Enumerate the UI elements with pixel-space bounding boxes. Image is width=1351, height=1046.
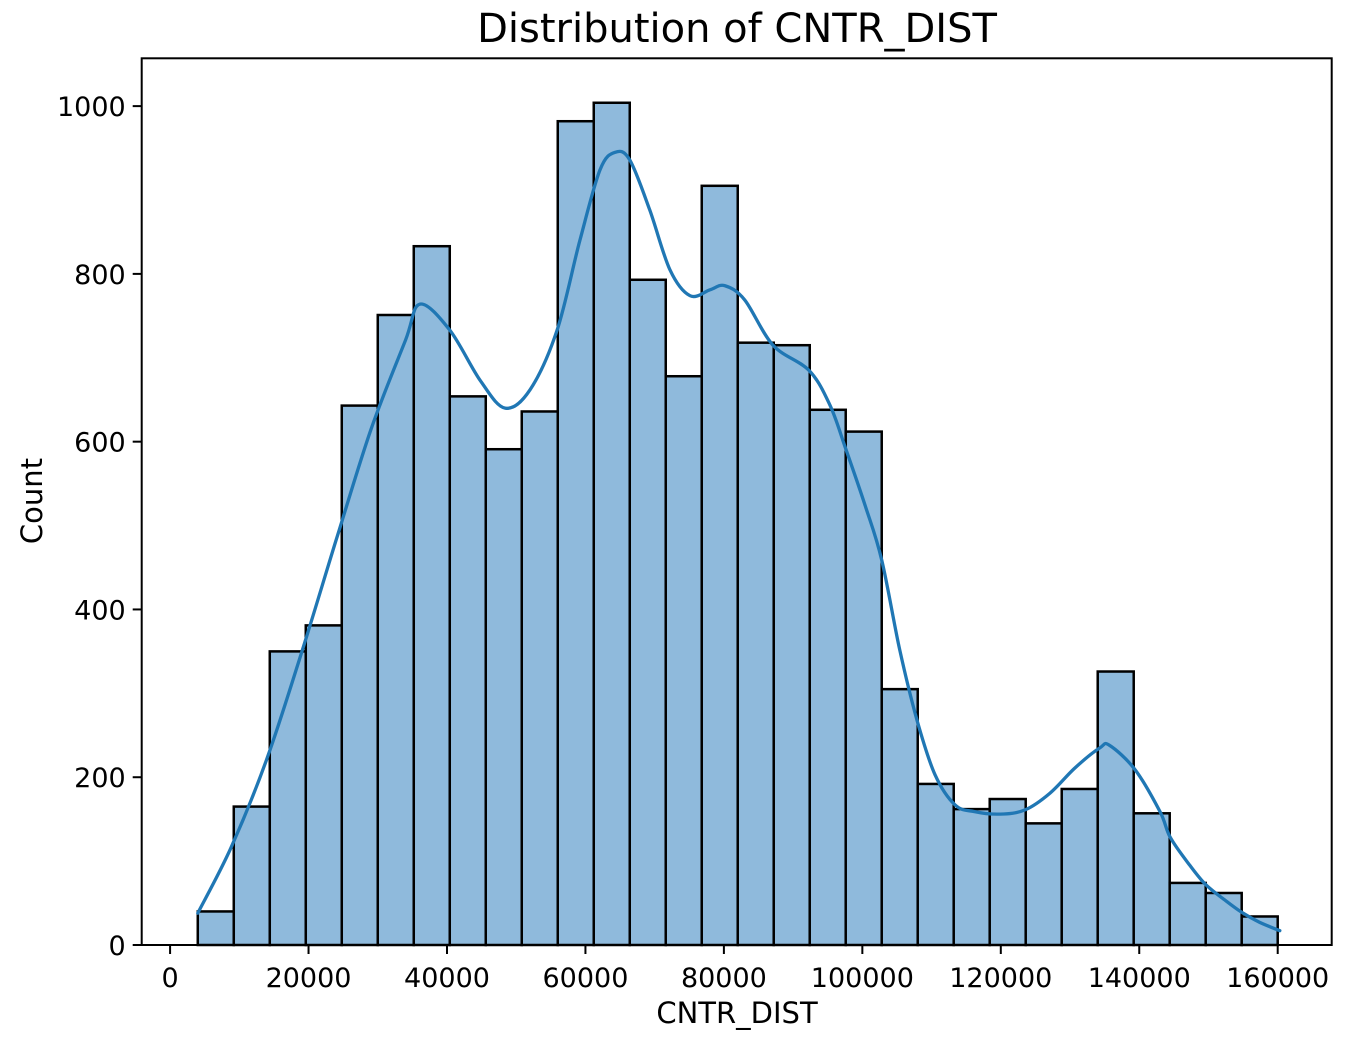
- x-tick-label: 40000: [404, 963, 490, 994]
- histogram-bar: [1168, 881, 1207, 947]
- histogram-bar: [844, 430, 883, 947]
- histogram-bar: [196, 910, 236, 947]
- histogram-bar: [376, 313, 416, 947]
- histogram-bar: [1024, 822, 1063, 947]
- x-tick-label: 60000: [542, 963, 628, 994]
- x-tick-label: 80000: [681, 963, 767, 994]
- histogram-bar: [1060, 787, 1099, 947]
- y-tick-label: 200: [74, 763, 126, 794]
- y-tick-label: 600: [74, 428, 126, 459]
- chart-title: Distribution of CNTR_DIST: [477, 6, 997, 52]
- histogram-bar: [448, 395, 488, 947]
- y-tick-label: 1000: [57, 92, 126, 123]
- histogram-bar: [664, 374, 703, 947]
- y-tick-label: 800: [74, 260, 126, 291]
- histogram-bar: [700, 184, 739, 947]
- plot-border: [140, 57, 1333, 947]
- histogram-bar: [556, 119, 595, 947]
- histogram-bar: [916, 782, 955, 947]
- histogram-bar: [484, 447, 523, 947]
- histogram-bar: [772, 343, 811, 947]
- x-tick-label: 100000: [811, 963, 914, 994]
- histogram-bar: [412, 244, 452, 947]
- y-tick-label: 0: [109, 931, 126, 962]
- histogram-bar: [988, 797, 1027, 947]
- histogram-bar: [808, 408, 847, 947]
- histogram-bar: [880, 687, 919, 947]
- histogram-bar: [340, 404, 380, 947]
- histogram-bar: [304, 624, 344, 947]
- histogram-bar: [592, 101, 631, 947]
- x-axis-label: CNTR_DIST: [656, 996, 818, 1030]
- histogram-bar: [628, 278, 667, 947]
- histogram-bar: [1132, 812, 1171, 947]
- histogram-bar: [736, 341, 775, 947]
- x-tick-label: 0: [161, 963, 178, 994]
- y-tick-label: 400: [74, 595, 126, 626]
- x-tick-label: 140000: [1088, 963, 1191, 994]
- x-tick-label: 160000: [1226, 963, 1329, 994]
- histogram-bar: [1096, 670, 1135, 947]
- x-tick-label: 120000: [949, 963, 1052, 994]
- x-tick-label: 20000: [266, 963, 352, 994]
- histogram-bar: [520, 410, 559, 947]
- kde-curve: [196, 149, 1282, 933]
- histogram-bar: [952, 807, 991, 947]
